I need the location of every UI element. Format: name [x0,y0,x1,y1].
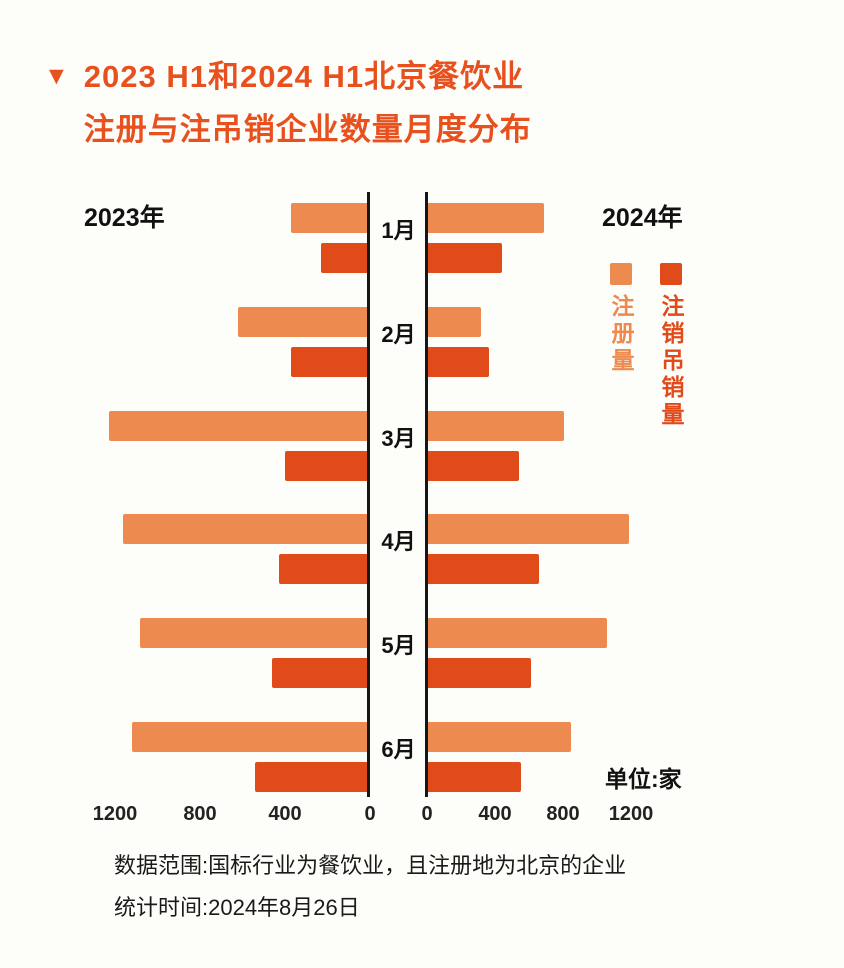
month-label-2: 2月 [381,322,416,347]
triangle-marker-icon: ▼ [44,62,69,90]
bar-2023-deregistrations-month-6 [255,762,370,792]
axis-tick-left-400: 400 [268,803,302,825]
month-label-1: 1月 [381,218,416,243]
bar-2023-registrations-month-3 [109,411,370,441]
legend-label-registrations: 注册量 [608,294,634,375]
bar-2023-registrations-month-6 [132,722,370,752]
axis-tick-left-800: 800 [183,803,217,825]
bar-2023-registrations-month-1 [291,203,370,233]
chart-title-text: 2023 H1和2024 H1北京餐饮业 注册与注吊销企业数量月度分布 [84,50,532,156]
right-zero-axis-line [425,192,428,797]
bar-2023-registrations-month-5 [140,618,370,648]
axis-tick-right-800: 800 [546,803,580,825]
bar-2023-deregistrations-month-2 [291,347,370,377]
bar-2023-deregistrations-month-4 [279,554,370,584]
footer-note: 数据范围:国标行业为餐饮业，且注册地为北京的企业 统计时间:2024年8月26日 [114,845,626,929]
bar-2024-deregistrations-month-3 [427,451,519,481]
legend-swatch-deregistrations [660,263,682,285]
year-label-2023: 2023年 [84,204,165,232]
month-label-3: 3月 [381,426,416,451]
footer-line-1: 数据范围:国标行业为餐饮业，且注册地为北京的企业 [114,853,627,878]
bar-2024-deregistrations-month-2 [427,347,489,377]
chart-title: ▼ 2023 H1和2024 H1北京餐饮业 注册与注吊销企业数量月度分布 [44,50,532,156]
axis-tick-left-1200: 1200 [92,803,138,825]
month-label-6: 6月 [381,737,416,762]
title-line-2: 注册与注吊销企业数量月度分布 [83,112,532,147]
bar-2024-deregistrations-month-1 [427,243,502,273]
bar-2023-deregistrations-month-1 [321,243,370,273]
year-label-2024: 2024年 [602,204,683,232]
bar-2024-deregistrations-month-6 [427,762,521,792]
footer-line-2: 统计时间:2024年8月26日 [114,895,360,920]
month-label-4: 4月 [381,529,416,554]
bar-2024-registrations-month-3 [427,411,564,441]
axis-tick-left-0: 0 [364,803,376,825]
legend-label-deregistrations: 注销吊销量 [658,294,684,429]
legend-swatch-registrations [610,263,632,285]
bar-2023-registrations-month-2 [238,307,370,337]
legend-item-registrations: 注册量 [604,263,638,375]
axis-tick-right-0: 0 [421,803,433,825]
bar-2023-deregistrations-month-3 [285,451,370,481]
month-label-5: 5月 [381,633,416,658]
title-line-1: 2023 H1和2024 H1北京餐饮业 [83,59,525,94]
bar-2024-registrations-month-6 [427,722,571,752]
bar-2023-deregistrations-month-5 [272,658,370,688]
bar-2024-registrations-month-5 [427,618,607,648]
bar-2024-registrations-month-4 [427,514,629,544]
bar-2024-registrations-month-1 [427,203,544,233]
bar-2024-deregistrations-month-4 [427,554,539,584]
left-zero-axis-line [367,192,370,797]
unit-label: 单位:家 [605,766,682,792]
bar-2023-registrations-month-4 [123,514,370,544]
axis-tick-right-400: 400 [478,803,512,825]
axis-tick-right-1200: 1200 [608,803,654,825]
bar-2024-deregistrations-month-5 [427,658,531,688]
bar-2024-registrations-month-2 [427,307,481,337]
legend-item-deregistrations: 注销吊销量 [654,263,688,429]
